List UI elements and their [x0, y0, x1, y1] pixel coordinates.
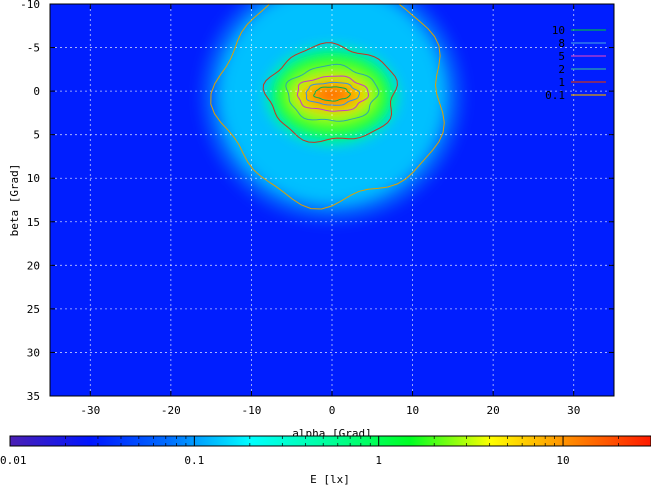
- x-tick-label: 30: [567, 404, 580, 417]
- y-tick-label: 0: [33, 85, 40, 98]
- x-tick-label: -30: [80, 404, 100, 417]
- contour-8: [305, 81, 361, 106]
- x-tick-label: 10: [406, 404, 419, 417]
- grid: [50, 4, 614, 396]
- contour-10: [313, 86, 351, 102]
- legend-label: 1: [558, 76, 565, 89]
- y-tick-label: 20: [27, 259, 40, 272]
- y-tick-label: 25: [27, 303, 40, 316]
- contour-1: [262, 42, 398, 143]
- x-tick-label: -20: [161, 404, 181, 417]
- colorbar-tick-label: 0.01: [0, 454, 27, 467]
- colorbar-tick-label: 10: [556, 454, 569, 467]
- y-tick-label: -5: [27, 42, 40, 55]
- y-tick-label: 5: [33, 129, 40, 142]
- legend-label: 10: [552, 24, 565, 37]
- legend-label: 8: [558, 37, 565, 50]
- x-axis-ticks: -30 -20 -10 0 10 20 30: [80, 4, 580, 417]
- colorbar-tick-label: 0.1: [184, 454, 204, 467]
- colorbar: 0.01 0.1 1 10: [0, 435, 651, 467]
- legend-label: 5: [558, 50, 565, 63]
- legend-label: 2: [558, 63, 565, 76]
- contour-5: [296, 75, 370, 112]
- colorbar-minor-ticks: [65, 436, 651, 446]
- heatmap-field: [202, 4, 462, 221]
- x-tick-label: -10: [241, 404, 261, 417]
- y-tick-label: 15: [27, 216, 40, 229]
- contour-0.1: [210, 4, 445, 210]
- y-tick-label: -10: [20, 0, 40, 11]
- y-axis-label: beta [Grad]: [8, 164, 21, 237]
- colorbar-label: E [lx]: [310, 473, 350, 486]
- colorbar-tick-label: 1: [375, 454, 382, 467]
- x-tick-label: 0: [329, 404, 336, 417]
- y-tick-label: 35: [27, 390, 40, 403]
- y-tick-label: 10: [27, 172, 40, 185]
- legend-label: 0.1: [545, 89, 565, 102]
- heat-peak: [322, 85, 342, 97]
- contour-2: [285, 63, 380, 122]
- contour-lines: [210, 4, 445, 210]
- y-tick-label: 30: [27, 346, 40, 359]
- colorbar-ticks: 0.01 0.1 1 10: [0, 436, 570, 467]
- x-tick-label: 20: [487, 404, 500, 417]
